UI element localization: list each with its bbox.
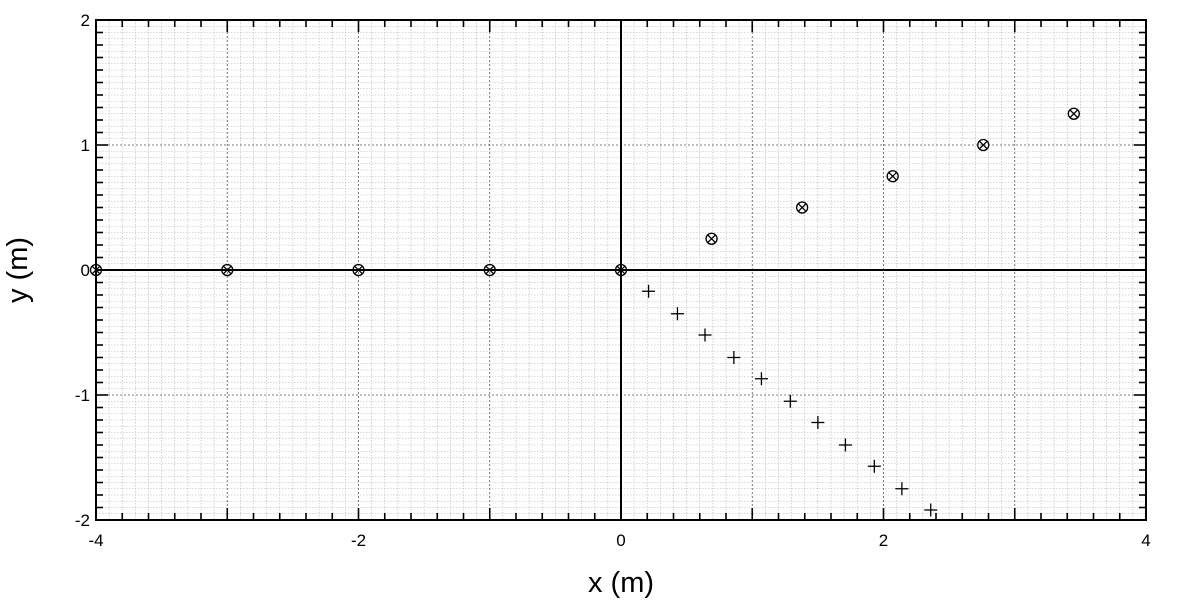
marker-circle [795,201,809,214]
y-tick-label: 2 [81,11,90,30]
plus-point [838,438,852,452]
plus-point [698,328,712,342]
circle-x-point [352,263,365,277]
marker-cross-stroke [354,265,363,275]
marker-cross-stroke [707,234,716,243]
plus-point [895,482,909,496]
marker-cross-stroke [485,265,494,275]
marker-cross-stroke [888,172,897,181]
plus-point [754,372,768,386]
plus-point [727,351,741,364]
x-tick-label: 0 [616,531,625,550]
marker-circle [886,170,899,183]
marker-cross-stroke [798,203,807,212]
circle-x-point [977,138,990,152]
marker-circle [977,138,990,152]
marker-circle [614,263,628,277]
circle-x-point [614,263,628,277]
y-tick-label: 0 [81,261,90,280]
axis-ticks [95,19,1147,521]
marker-circle [1067,107,1080,120]
circle-x-point [221,263,234,277]
x-tick-label: 4 [1141,531,1150,550]
circle-x-point [705,232,718,245]
marker-cross-stroke [91,265,101,275]
y-axis-title: y (m) [2,237,34,303]
plus-point [811,416,825,429]
circle-x-point [1067,107,1080,120]
marker-circle [89,263,103,277]
marker-cross-stroke [223,265,232,275]
plus-point [642,284,656,298]
plus-point [924,503,938,517]
marker-circle [352,263,365,277]
x-tick-label: -4 [88,531,103,550]
circle-x-point [886,170,899,183]
circle-x-point [795,201,809,214]
plus-point [867,459,881,473]
y-tick-labels: -2 -1 0 1 2 [75,11,90,530]
marker-cross-stroke [1069,109,1078,118]
y-tick-label: -2 [75,511,90,530]
x-axis-title: x (m) [588,567,654,599]
marker-circle [705,232,718,245]
x-tick-labels: -4 -2 0 2 4 [88,531,1150,550]
y-tick-label: -1 [75,386,90,405]
data-markers [89,107,1080,517]
marker-circle [483,263,496,277]
plus-point [783,394,797,408]
marker-circle [221,263,234,277]
y-tick-label: 1 [81,136,90,155]
x-tick-label: -2 [351,531,366,550]
x-tick-label: 2 [879,531,888,550]
marker-cross-stroke [616,265,626,275]
circle-x-point [483,263,496,277]
marker-cross-stroke [979,140,988,150]
plus-point [670,307,684,321]
circle-x-point [89,263,103,277]
